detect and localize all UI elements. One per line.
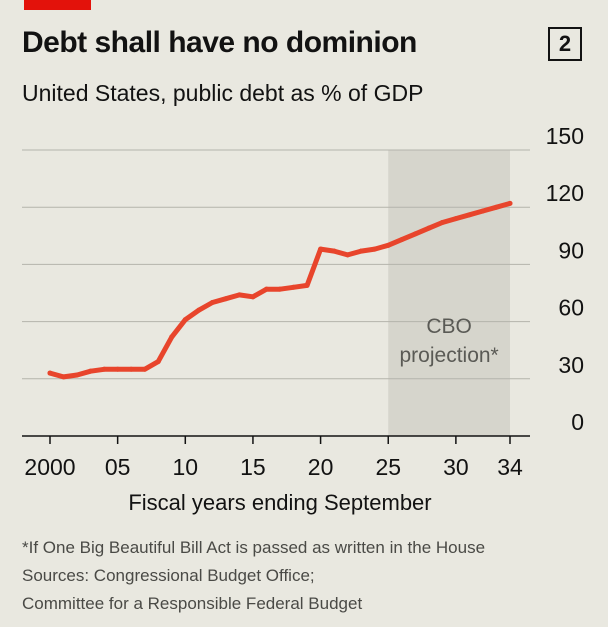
data-point-2007 [142, 366, 148, 372]
data-point-2014 [236, 292, 242, 298]
data-point-2006 [128, 366, 134, 372]
y-tick-label-30: 30 [558, 352, 584, 378]
x-tick-label-20: 20 [308, 454, 334, 480]
data-point-2031 [466, 212, 472, 218]
footnote-note: *If One Big Beautiful Bill Act is passed… [22, 538, 486, 557]
x-tick-label-25: 25 [375, 454, 401, 480]
data-point-2004 [101, 366, 107, 372]
x-tick-label-15: 15 [240, 454, 266, 480]
data-point-2024 [372, 246, 378, 252]
data-point-2021 [331, 248, 337, 254]
data-point-2034 [507, 200, 513, 206]
data-point-2026 [399, 237, 405, 243]
data-point-2029 [439, 219, 445, 225]
x-tick-label-34: 34 [497, 454, 523, 480]
data-point-2003 [88, 368, 94, 374]
footnote-sources-2: Committee for a Responsible Federal Budg… [22, 594, 363, 613]
x-axis-title: Fiscal years ending September [128, 490, 432, 515]
data-point-2011 [196, 307, 202, 313]
data-point-2025 [385, 242, 391, 248]
economist-red-tag [24, 0, 91, 10]
data-point-2008 [155, 359, 161, 365]
data-point-2023 [358, 248, 364, 254]
data-point-2016 [263, 286, 269, 292]
data-point-2000 [47, 370, 53, 376]
data-point-2015 [250, 294, 256, 300]
data-point-2032 [480, 208, 486, 214]
data-point-2009 [169, 334, 175, 340]
y-tick-label-150: 150 [546, 123, 584, 149]
data-point-2033 [493, 204, 499, 210]
data-point-2018 [291, 284, 297, 290]
chart-number-badge: 2 [548, 27, 582, 61]
footnotes: *If One Big Beautiful Bill Act is passed… [22, 534, 485, 618]
data-point-2013 [223, 296, 229, 302]
data-point-2012 [209, 300, 215, 306]
data-point-2005 [115, 366, 121, 372]
data-point-2022 [345, 252, 351, 258]
y-tick-label-90: 90 [558, 237, 584, 263]
data-point-2001 [61, 374, 67, 380]
data-point-2020 [318, 246, 324, 252]
x-tick-label-10: 10 [172, 454, 198, 480]
data-point-2027 [412, 231, 418, 237]
y-tick-label-60: 60 [558, 295, 584, 321]
chart-subtitle: United States, public debt as % of GDP [22, 80, 424, 106]
projection-label-line2: projection* [400, 344, 499, 367]
chart-title: Debt shall have no dominion [22, 26, 417, 59]
data-point-2010 [182, 317, 188, 323]
x-tick-label-2000: 2000 [24, 454, 75, 480]
x-tick-label-30: 30 [443, 454, 469, 480]
y-tick-label-120: 120 [546, 180, 584, 206]
data-point-2017 [277, 286, 283, 292]
data-point-2030 [453, 216, 459, 222]
footnote-sources-1: Sources: Congressional Budget Office; [22, 566, 315, 585]
y-tick-label-0: 0 [571, 409, 584, 435]
projection-band [388, 150, 510, 436]
data-point-2019 [304, 282, 310, 288]
x-tick-label-05: 05 [105, 454, 131, 480]
projection-label-line1: CBO [426, 315, 472, 338]
data-point-2002 [74, 372, 80, 378]
data-point-2028 [426, 225, 432, 231]
